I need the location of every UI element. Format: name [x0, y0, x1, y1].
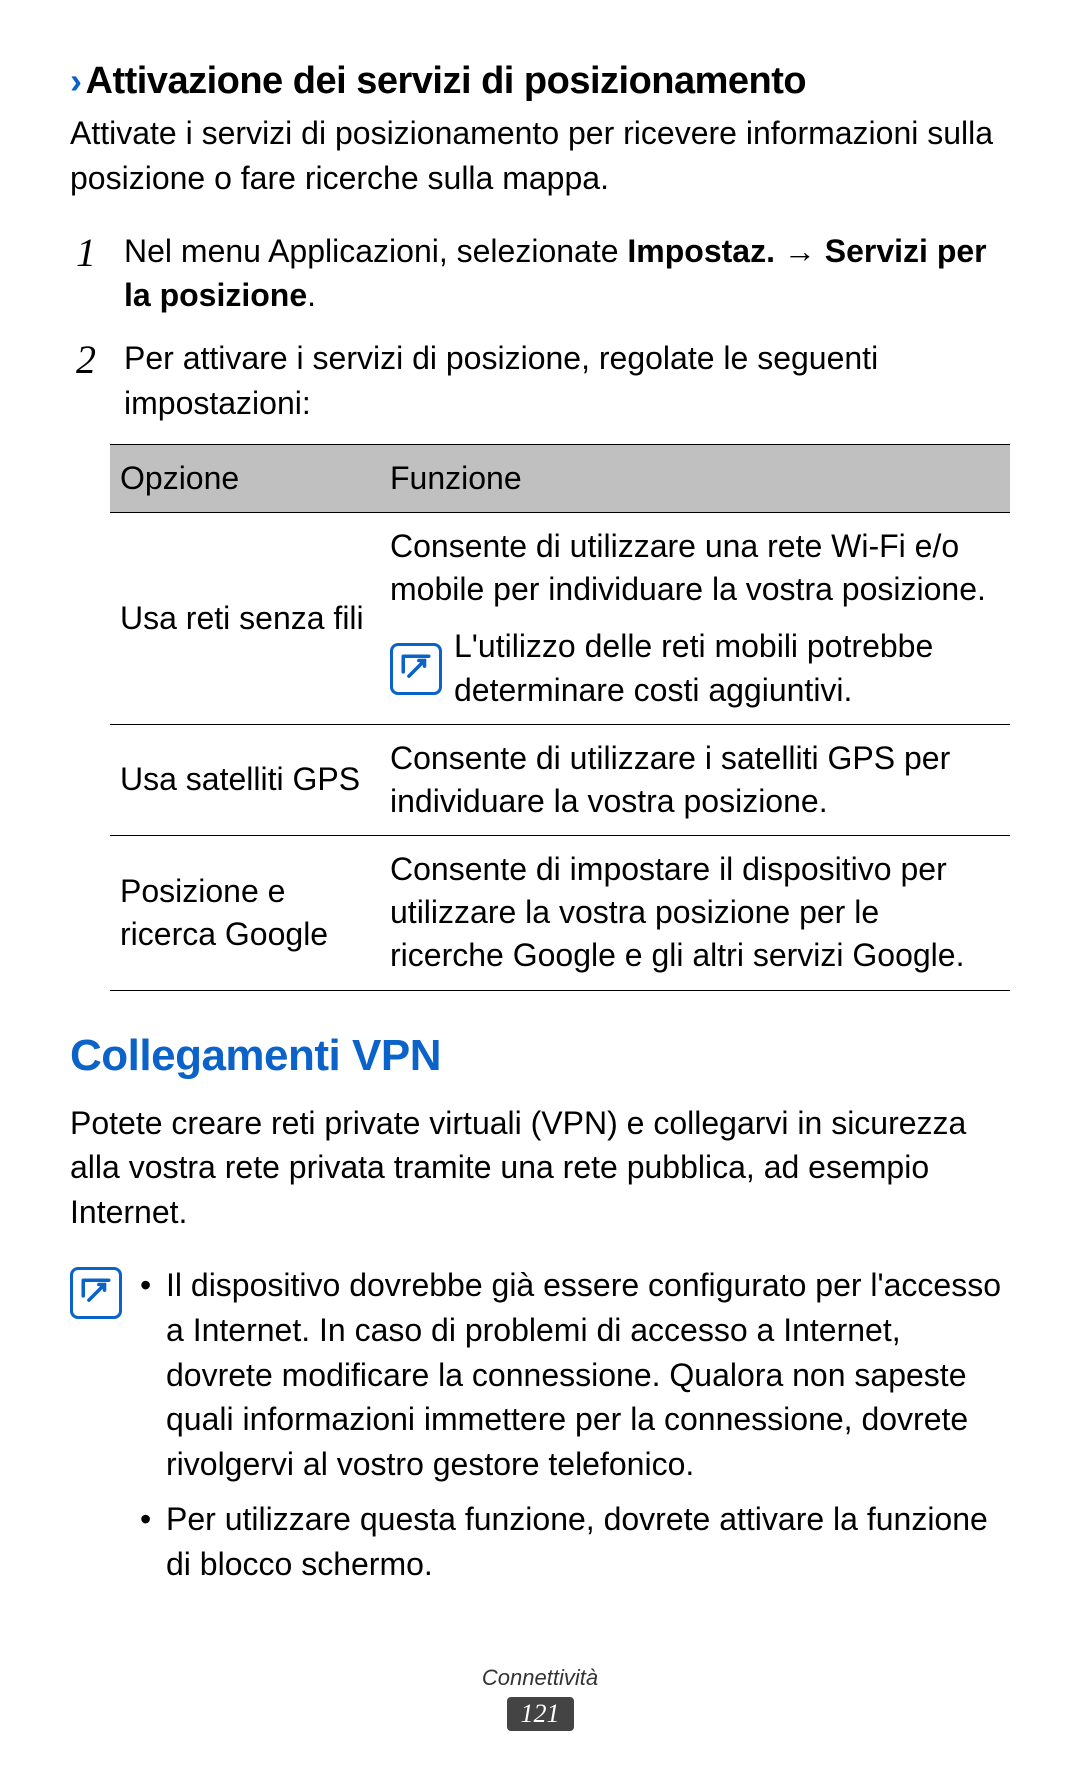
- step-body: Nel menu Applicazioni, selezionate Impos…: [124, 229, 1010, 319]
- option-cell: Usa reti senza fili: [110, 512, 380, 724]
- table-header: Opzione: [110, 444, 380, 512]
- vpn-intro: Potete creare reti private virtuali (VPN…: [70, 1101, 1010, 1235]
- page-footer: Connettività 121: [0, 1665, 1080, 1731]
- step-number: 2: [76, 340, 106, 426]
- section-heading-vpn: Collegamenti VPN: [70, 1031, 1010, 1081]
- function-text: Consente di utilizzare una rete Wi-Fi e/…: [390, 525, 1000, 611]
- function-cell: Consente di utilizzare i satelliti GPS p…: [380, 724, 1010, 835]
- table-header: Funzione: [380, 444, 1010, 512]
- note-list: Il dispositivo dovrebbe già essere confi…: [140, 1263, 1010, 1597]
- note-item: Il dispositivo dovrebbe già essere confi…: [140, 1263, 1010, 1487]
- function-cell: Consente di utilizzare una rete Wi-Fi e/…: [380, 512, 1010, 724]
- note-item: Per utilizzare questa funzione, dovrete …: [140, 1497, 1010, 1587]
- step-bold: Impostaz.: [627, 233, 775, 269]
- step-item: 1 Nel menu Applicazioni, selezionate Imp…: [76, 229, 1010, 319]
- note-block: Il dispositivo dovrebbe già essere confi…: [70, 1263, 1010, 1597]
- table-header-row: Opzione Funzione: [110, 444, 1010, 512]
- note-text: L'utilizzo delle reti mobili potrebbe de…: [454, 625, 1000, 711]
- note-icon: [70, 1267, 122, 1319]
- cell-note: L'utilizzo delle reti mobili potrebbe de…: [390, 625, 1000, 711]
- option-cell: Posizione e ricerca Google: [110, 836, 380, 991]
- document-page: › Attivazione dei servizi di posizioname…: [0, 0, 1080, 1771]
- step-number: 1: [76, 233, 106, 319]
- step-item: 2 Per attivare i servizi di posizione, r…: [76, 336, 1010, 426]
- section-heading-positioning: › Attivazione dei servizi di posizioname…: [70, 60, 1010, 103]
- step-body: Per attivare i servizi di posizione, reg…: [124, 336, 1010, 426]
- table-row: Posizione e ricerca Google Consente di i…: [110, 836, 1010, 991]
- heading-text: Attivazione dei servizi di posizionament…: [86, 60, 807, 103]
- step-text: Nel menu Applicazioni, selezionate: [124, 233, 627, 269]
- function-cell: Consente di impostare il dispositivo per…: [380, 836, 1010, 991]
- footer-chapter: Connettività: [0, 1665, 1080, 1691]
- step-arrow: →: [775, 233, 825, 269]
- option-cell: Usa satelliti GPS: [110, 724, 380, 835]
- table-row: Usa satelliti GPS Consente di utilizzare…: [110, 724, 1010, 835]
- options-table: Opzione Funzione Usa reti senza fili Con…: [110, 444, 1010, 991]
- page-number-badge: 121: [507, 1697, 574, 1731]
- steps-list: 1 Nel menu Applicazioni, selezionate Imp…: [76, 229, 1010, 426]
- section-intro: Attivate i servizi di posizionamento per…: [70, 111, 1010, 201]
- step-text: .: [307, 277, 316, 313]
- chevron-icon: ›: [70, 60, 82, 102]
- table-row: Usa reti senza fili Consente di utilizza…: [110, 512, 1010, 724]
- note-icon: [390, 643, 442, 695]
